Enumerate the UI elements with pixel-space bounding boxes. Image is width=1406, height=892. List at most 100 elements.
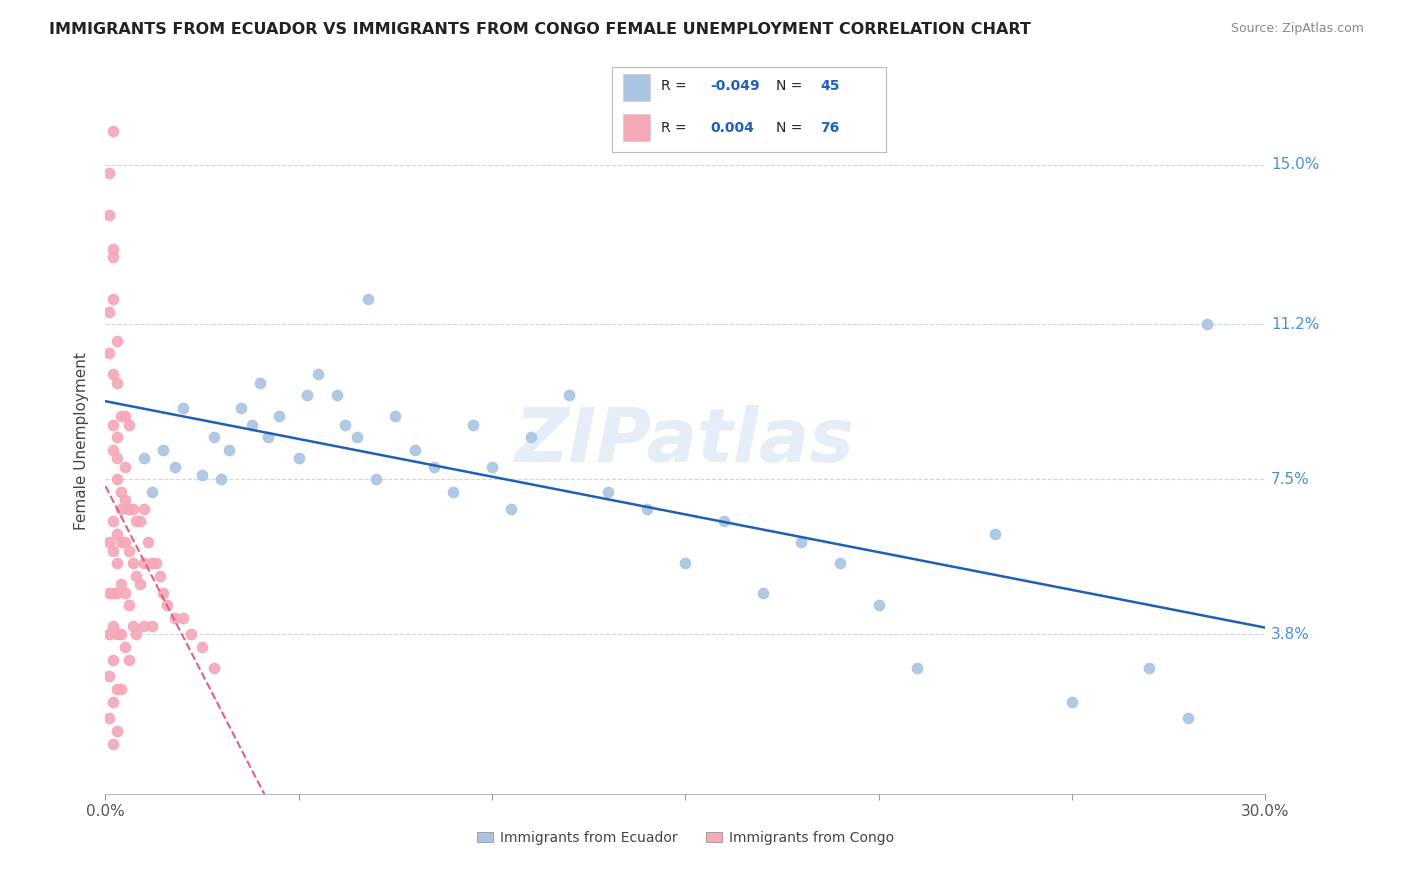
Point xyxy=(136,535,159,549)
Text: 3.8%: 3.8% xyxy=(1271,627,1310,642)
Point xyxy=(98,346,121,360)
Point xyxy=(121,556,143,570)
Point xyxy=(326,388,349,402)
Point xyxy=(118,543,141,558)
Point xyxy=(165,459,187,474)
Point xyxy=(295,388,318,402)
Text: 45: 45 xyxy=(820,79,839,94)
Text: ZIPatlas: ZIPatlas xyxy=(516,405,855,478)
Point xyxy=(103,368,124,382)
Point xyxy=(98,535,121,549)
Point xyxy=(103,124,124,138)
Text: R =: R = xyxy=(661,79,690,94)
Point xyxy=(105,556,128,570)
Text: N =: N = xyxy=(776,121,807,135)
Point xyxy=(121,619,143,633)
Point xyxy=(105,526,128,541)
Point xyxy=(105,681,128,696)
Point xyxy=(105,451,128,466)
Point xyxy=(103,695,124,709)
Point xyxy=(105,627,128,641)
Point xyxy=(423,459,446,474)
Point xyxy=(229,401,252,415)
Point xyxy=(249,376,271,390)
Point xyxy=(103,250,124,264)
Point xyxy=(636,501,658,516)
Point xyxy=(180,627,202,641)
Point xyxy=(98,208,121,222)
Point xyxy=(558,388,581,402)
Point xyxy=(202,661,225,675)
Point xyxy=(461,417,484,432)
Point xyxy=(118,417,141,432)
Point xyxy=(98,669,121,683)
Point xyxy=(118,501,141,516)
Point xyxy=(713,514,735,528)
Point xyxy=(105,430,128,444)
Point xyxy=(156,598,179,612)
Point xyxy=(191,640,214,654)
Point xyxy=(257,430,280,444)
Point xyxy=(103,543,124,558)
Point xyxy=(105,376,128,390)
Point xyxy=(103,417,124,432)
Point xyxy=(172,401,194,415)
Point xyxy=(103,514,124,528)
Point xyxy=(103,737,124,751)
Point xyxy=(118,653,141,667)
Point xyxy=(114,585,136,599)
Text: N =: N = xyxy=(776,79,807,94)
Text: R =: R = xyxy=(661,121,690,135)
Point xyxy=(132,451,156,466)
Point xyxy=(110,577,132,591)
Point xyxy=(481,459,503,474)
Point xyxy=(121,501,143,516)
Y-axis label: Female Unemployment: Female Unemployment xyxy=(75,352,90,531)
Point xyxy=(752,585,775,599)
Point xyxy=(114,409,136,424)
Point xyxy=(1177,711,1199,725)
Point xyxy=(868,598,890,612)
Text: IMMIGRANTS FROM ECUADOR VS IMMIGRANTS FROM CONGO FEMALE UNEMPLOYMENT CORRELATION: IMMIGRANTS FROM ECUADOR VS IMMIGRANTS FR… xyxy=(49,22,1031,37)
Text: Source: ZipAtlas.com: Source: ZipAtlas.com xyxy=(1230,22,1364,36)
Point xyxy=(790,535,813,549)
Point xyxy=(129,577,152,591)
Point xyxy=(366,472,388,486)
Point xyxy=(114,535,136,549)
Point xyxy=(441,484,464,499)
Point xyxy=(98,627,121,641)
Point xyxy=(191,468,214,483)
Point xyxy=(141,484,163,499)
Point xyxy=(149,568,172,582)
Point xyxy=(269,409,291,424)
Point xyxy=(129,514,152,528)
Point xyxy=(1139,661,1161,675)
Text: 7.5%: 7.5% xyxy=(1271,472,1310,487)
Point xyxy=(103,585,124,599)
Legend: Immigrants from Ecuador, Immigrants from Congo: Immigrants from Ecuador, Immigrants from… xyxy=(471,825,900,850)
Point xyxy=(110,627,132,641)
Point xyxy=(118,501,141,516)
Point xyxy=(335,417,357,432)
Point xyxy=(218,442,240,457)
Point xyxy=(132,619,156,633)
Point xyxy=(1062,695,1084,709)
Point xyxy=(103,442,124,457)
Point xyxy=(132,501,156,516)
Point xyxy=(307,368,329,382)
Point xyxy=(675,556,697,570)
FancyBboxPatch shape xyxy=(623,114,650,142)
Point xyxy=(105,334,128,348)
Point xyxy=(288,451,311,466)
Point xyxy=(105,585,128,599)
Point xyxy=(98,585,121,599)
Point xyxy=(132,556,156,570)
FancyBboxPatch shape xyxy=(623,74,650,101)
Point xyxy=(114,640,136,654)
Point xyxy=(404,442,426,457)
Point xyxy=(145,556,167,570)
Point xyxy=(98,304,121,318)
Point xyxy=(242,417,264,432)
Point xyxy=(98,166,121,180)
Point xyxy=(141,619,163,633)
